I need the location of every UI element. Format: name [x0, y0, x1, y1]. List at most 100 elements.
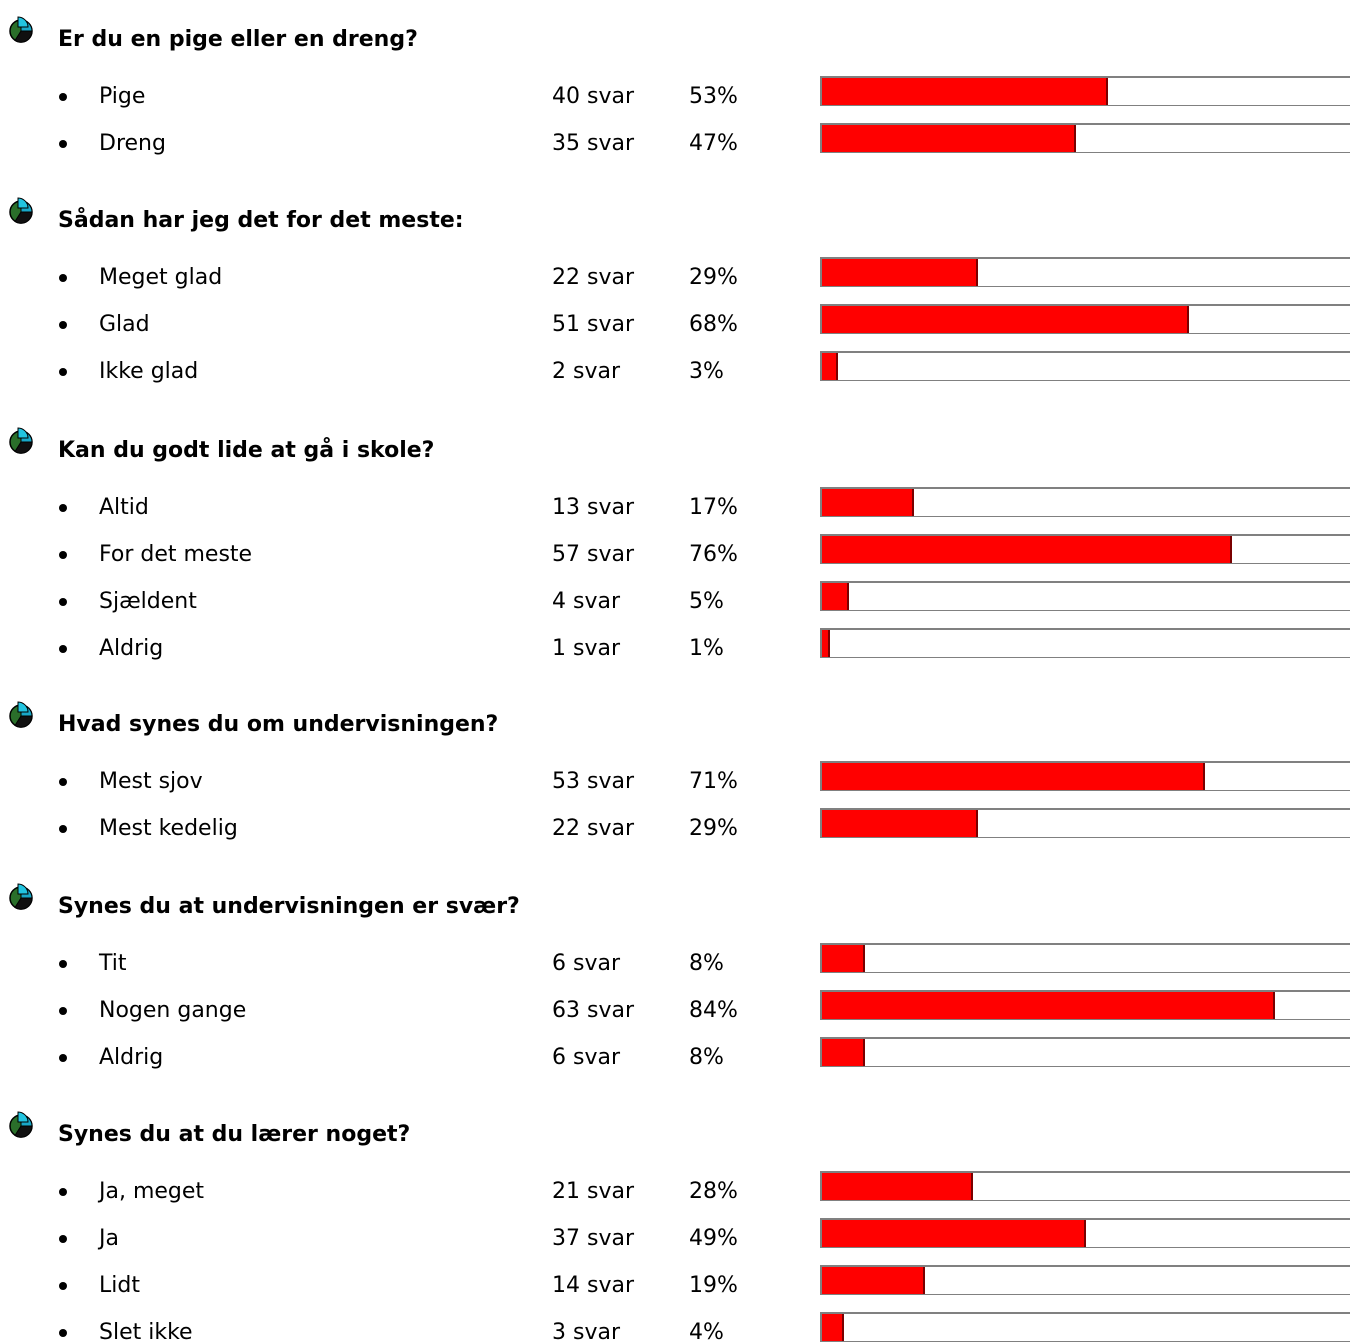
answer-count: 21 svar: [552, 1179, 634, 1204]
result-bar-track: [820, 990, 1350, 1020]
result-bar-fill: [822, 489, 914, 516]
answer-count: 35 svar: [552, 131, 634, 156]
answer-count: 13 svar: [552, 495, 634, 520]
result-bar-track: [820, 808, 1350, 838]
answer-row: Mest sjov 53 svar 71%: [0, 761, 1350, 799]
bullet-icon: [59, 504, 67, 512]
answer-label: Meget glad: [99, 265, 223, 290]
result-bar-track: [820, 1037, 1350, 1067]
answer-count: 63 svar: [552, 998, 634, 1023]
answer-percent: 49%: [689, 1226, 738, 1251]
answer-row: Pige 40 svar 53%: [0, 76, 1350, 114]
result-bar-track: [820, 761, 1350, 791]
answer-row: Aldrig 1 svar 1%: [0, 628, 1350, 666]
question-title: Sådan har jeg det for det meste:: [58, 208, 464, 233]
answer-count: 37 svar: [552, 1226, 634, 1251]
answer-percent: 17%: [689, 495, 738, 520]
answer-label: Sjældent: [99, 589, 197, 614]
result-bar-track: [820, 487, 1350, 517]
answer-percent: 71%: [689, 769, 738, 794]
result-bar-fill: [822, 353, 838, 380]
result-bar-fill: [822, 536, 1232, 563]
bullet-icon: [59, 1282, 67, 1290]
result-bar-fill: [822, 1220, 1086, 1247]
answer-row: Dreng 35 svar 47%: [0, 123, 1350, 161]
answer-row: Mest kedelig 22 svar 29%: [0, 808, 1350, 846]
answer-percent: 19%: [689, 1273, 738, 1298]
result-bar-fill: [822, 945, 865, 972]
answer-label: Pige: [99, 84, 146, 109]
answer-count: 22 svar: [552, 265, 634, 290]
result-bar-fill: [822, 1267, 925, 1294]
answer-row: Tit 6 svar 8%: [0, 943, 1350, 981]
answer-count: 40 svar: [552, 84, 634, 109]
answer-count: 51 svar: [552, 312, 634, 337]
bullet-icon: [59, 645, 67, 653]
answer-count: 2 svar: [552, 359, 620, 384]
answer-label: Mest sjov: [99, 769, 203, 794]
answer-percent: 29%: [689, 265, 738, 290]
result-bar-track: [820, 534, 1350, 564]
answer-percent: 29%: [689, 816, 738, 841]
answer-count: 1 svar: [552, 636, 620, 661]
bullet-icon: [59, 598, 67, 606]
bullet-icon: [59, 1007, 67, 1015]
answer-label: Tit: [99, 951, 127, 976]
bullet-icon: [59, 368, 67, 376]
bullet-icon: [59, 551, 67, 559]
answer-label: Ja, meget: [99, 1179, 205, 1204]
answer-count: 53 svar: [552, 769, 634, 794]
result-bar-fill: [822, 78, 1108, 105]
answer-label: Aldrig: [99, 636, 164, 661]
answer-row: Glad 51 svar 68%: [0, 304, 1350, 342]
bullet-icon: [59, 778, 67, 786]
result-bar-track: [820, 628, 1350, 658]
answer-label: Aldrig: [99, 1045, 164, 1070]
result-bar-fill: [822, 1173, 973, 1200]
bullet-icon: [59, 1329, 67, 1337]
answer-row: Aldrig 6 svar 8%: [0, 1037, 1350, 1075]
result-bar-fill: [822, 630, 830, 657]
pie-chart-icon: [9, 197, 33, 224]
answer-count: 6 svar: [552, 1045, 620, 1070]
answer-row: Meget glad 22 svar 29%: [0, 257, 1350, 295]
pie-chart-icon: [9, 1111, 33, 1138]
answer-percent: 3%: [689, 359, 724, 384]
answer-label: Nogen gange: [99, 998, 247, 1023]
answer-count: 14 svar: [552, 1273, 634, 1298]
answer-row: Altid 13 svar 17%: [0, 487, 1350, 525]
result-bar-track: [820, 351, 1350, 381]
answer-percent: 5%: [689, 589, 724, 614]
answer-label: For det meste: [99, 542, 253, 567]
result-bar-track: [820, 76, 1350, 106]
answer-percent: 28%: [689, 1179, 738, 1204]
question-title: Kan du godt lide at gå i skole?: [58, 438, 435, 463]
answer-label: Mest kedelig: [99, 816, 238, 841]
answer-percent: 4%: [689, 1320, 724, 1342]
result-bar-fill: [822, 1314, 844, 1341]
answer-count: 3 svar: [552, 1320, 620, 1342]
answer-percent: 53%: [689, 84, 738, 109]
answer-count: 57 svar: [552, 542, 634, 567]
result-bar-fill: [822, 992, 1275, 1019]
answer-percent: 84%: [689, 998, 738, 1023]
answer-label: Ikke glad: [99, 359, 199, 384]
result-bar-track: [820, 1171, 1350, 1201]
bullet-icon: [59, 1188, 67, 1196]
result-bar-fill: [822, 306, 1189, 333]
result-bar-fill: [822, 583, 849, 610]
pie-chart-icon: [9, 883, 33, 910]
bullet-icon: [59, 1054, 67, 1062]
answer-row: Lidt 14 svar 19%: [0, 1265, 1350, 1303]
bullet-icon: [59, 274, 67, 282]
answer-percent: 68%: [689, 312, 738, 337]
answer-percent: 8%: [689, 951, 724, 976]
answer-label: Glad: [99, 312, 150, 337]
answer-row: Nogen gange 63 svar 84%: [0, 990, 1350, 1028]
question-title: Er du en pige eller en dreng?: [58, 27, 418, 52]
result-bar-track: [820, 257, 1350, 287]
result-bar-fill: [822, 810, 978, 837]
pie-chart-icon: [9, 427, 33, 454]
result-bar-track: [820, 943, 1350, 973]
